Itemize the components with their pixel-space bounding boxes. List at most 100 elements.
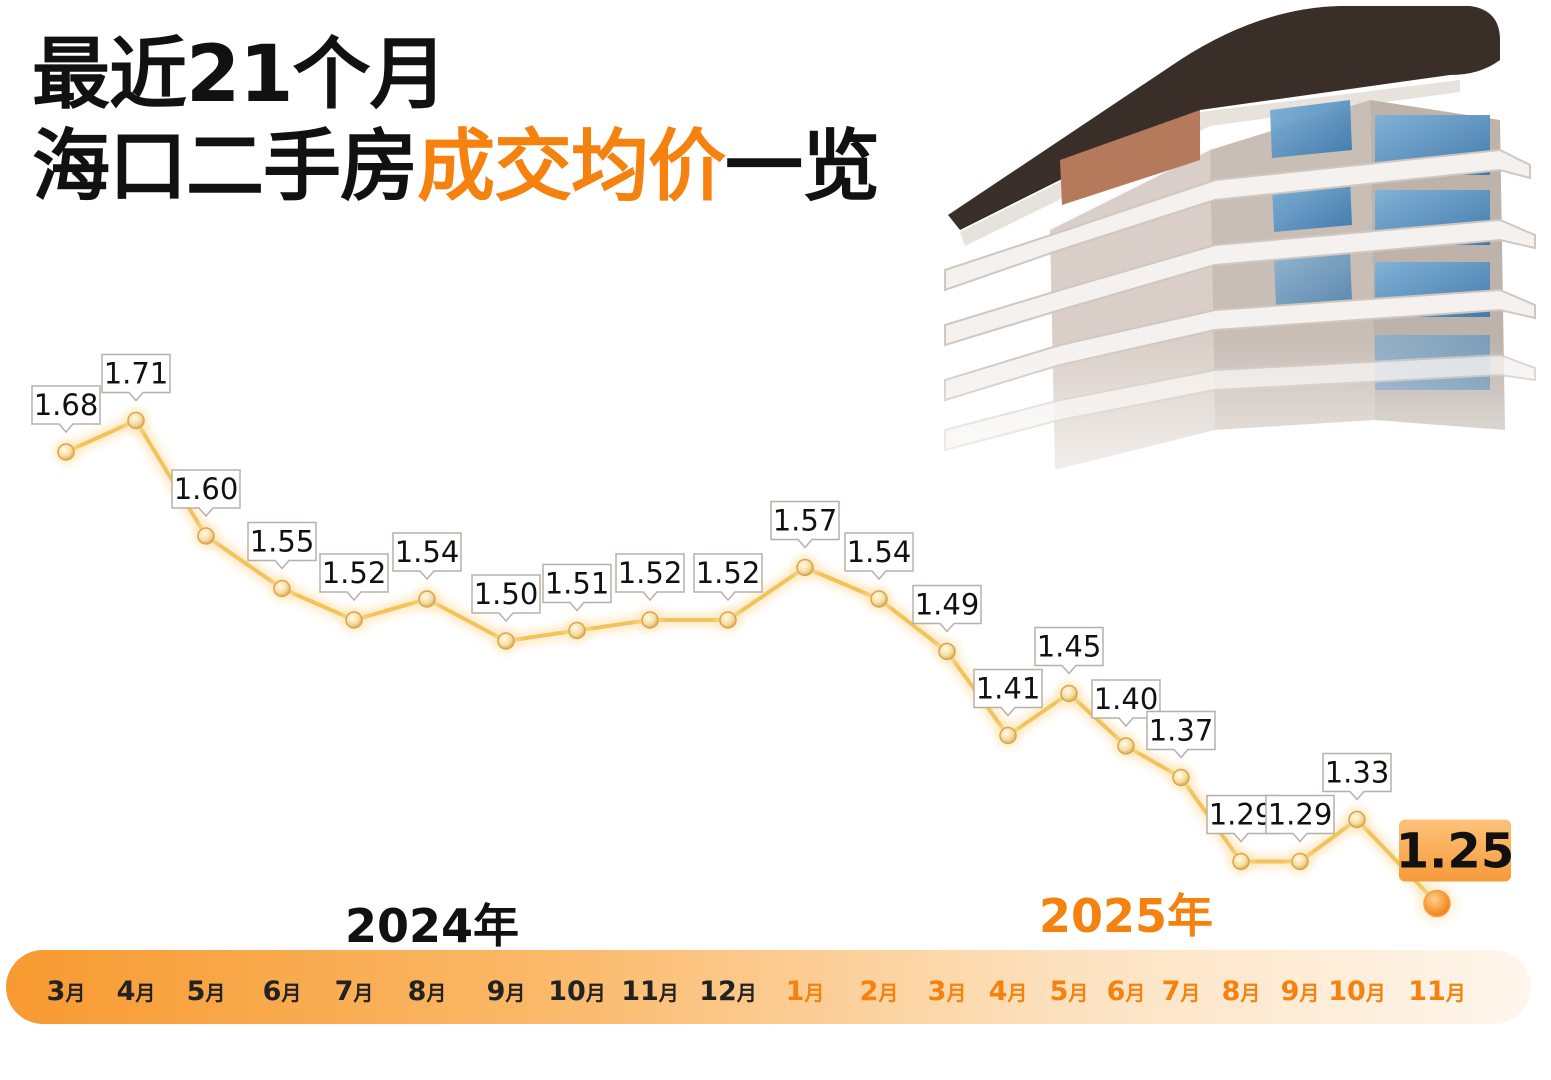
data-point <box>999 726 1017 745</box>
month-tick-label: 4月 <box>117 976 156 1007</box>
data-label-box <box>171 469 241 518</box>
data-point <box>1117 737 1135 755</box>
data-label-text: 1.52 <box>696 556 761 590</box>
data-label-box <box>542 563 612 612</box>
month-tick-label: 9月 <box>487 976 526 1007</box>
data-label-text: 1.49 <box>915 588 980 622</box>
data-label-text: 1.52 <box>322 556 387 590</box>
data-label-box <box>973 668 1043 717</box>
data-label: 1.45 <box>1034 626 1104 675</box>
month-tick-label: 2月 <box>860 976 899 1007</box>
data-label-box <box>1034 626 1104 675</box>
data-label: 1.51 <box>542 563 612 612</box>
data-label: 1.40 <box>1091 679 1161 728</box>
data-label: 1.52 <box>319 553 389 602</box>
data-point <box>1232 852 1250 871</box>
data-label-box <box>31 385 101 434</box>
title-line1-text: 最近21个月 <box>32 30 448 120</box>
data-label-text: 1.57 <box>773 504 838 538</box>
data-label-box <box>844 532 914 581</box>
month-tick-label: 11月 <box>621 976 679 1007</box>
data-point <box>568 621 586 640</box>
data-label: 1.25 <box>1396 819 1514 882</box>
data-label-text: 1.40 <box>1094 682 1159 716</box>
data-point <box>1172 768 1190 787</box>
data-point <box>938 642 956 661</box>
data-point <box>418 590 436 608</box>
data-point <box>57 443 75 461</box>
data-label-text: 1.52 <box>618 556 683 590</box>
data-labels-layer: 1.681.711.601.551.521.541.50 1.51 1.52 1.52… <box>31 353 1514 882</box>
data-label-text: 1.51 <box>545 567 610 601</box>
data-label-text: 1.29 <box>1209 798 1274 832</box>
data-point <box>273 579 291 598</box>
month-tick-label: 10月 <box>1328 976 1386 1007</box>
data-point <box>1060 684 1078 703</box>
month-tick-label: 3月 <box>928 976 967 1007</box>
data-label-text: 1.55 <box>250 525 315 559</box>
data-point <box>197 527 215 545</box>
data-label: 1.29 <box>1265 794 1335 843</box>
title-line2-suffix: 一览 <box>725 122 880 212</box>
data-label-text: 1.50 <box>474 577 539 611</box>
data-point <box>345 611 363 629</box>
data-label-text: 1.68 <box>34 388 99 422</box>
data-label-box <box>693 553 763 602</box>
data-point <box>127 411 145 430</box>
data-point <box>796 558 814 577</box>
data-label: 1.41 <box>973 668 1043 717</box>
data-label-box <box>1265 794 1335 843</box>
data-label-text: 1.29 <box>1268 798 1333 832</box>
data-label-box <box>471 574 541 623</box>
data-label: 1.50 <box>471 574 541 623</box>
data-label-box <box>1322 752 1392 801</box>
data-label: 1.68 <box>31 385 101 434</box>
month-tick-label: 5月 <box>1050 976 1089 1007</box>
title-line2-accent: 成交均价 <box>417 122 726 212</box>
data-label-box <box>1091 679 1161 728</box>
page-title-line-1: 最近21个月 <box>32 36 448 114</box>
month-tick-label: 9月 <box>1281 976 1320 1007</box>
data-label: 1.49 <box>912 584 982 633</box>
month-tick-label: 8月 <box>1222 976 1261 1007</box>
series-points-layer <box>48 402 1463 930</box>
data-label: 1.55 <box>247 521 317 570</box>
month-axis-bar <box>6 950 1531 1024</box>
building-icon <box>930 6 1551 540</box>
title-line2-prefix: 海口二手房 <box>32 122 418 212</box>
data-label-text: 1.25 <box>1396 824 1514 880</box>
data-label: 1.37 <box>1146 710 1216 759</box>
month-tick-label: 4月 <box>989 976 1028 1007</box>
data-label-box <box>1399 819 1511 882</box>
data-point <box>641 611 659 629</box>
year-label-2025: 2025年 <box>1039 889 1213 943</box>
data-label-box <box>912 584 982 633</box>
data-point <box>1348 810 1366 829</box>
data-label-text: 1.54 <box>395 535 460 569</box>
data-point <box>719 611 737 629</box>
page-title-line-2: 海口二手房成交均价一览 <box>32 128 880 206</box>
data-label: 1.33 <box>1322 752 1392 801</box>
data-label: 1.29 <box>1206 794 1276 843</box>
month-tick-label: 10月 <box>548 976 606 1007</box>
data-label-text: 1.60 <box>174 472 239 506</box>
data-label-box <box>319 553 389 602</box>
data-point <box>497 632 515 650</box>
month-ticks-layer: 3月 4月 5月 6月 7月 8月 9月 10月 11月 12月 1月 2月 3月 4月 5月 6月 7月 8月 9… <box>47 976 1466 1007</box>
year-label-2024: 2024年 <box>345 899 519 953</box>
data-label-box <box>247 521 317 570</box>
data-label-text: 1.54 <box>847 535 912 569</box>
month-tick-label: 7月 <box>335 976 374 1007</box>
data-label: 1.52 <box>693 553 763 602</box>
month-tick-label: 11月 <box>1408 976 1466 1007</box>
month-tick-label: 6月 <box>1107 976 1146 1007</box>
month-tick-label: 1月 <box>786 976 825 1007</box>
data-label: 1.57 <box>770 500 840 549</box>
data-label-text: 1.45 <box>1037 630 1102 664</box>
data-label-box <box>770 500 840 549</box>
data-label-text: 1.33 <box>1325 756 1390 790</box>
data-point <box>870 590 888 608</box>
data-label: 1.54 <box>392 532 462 581</box>
month-tick-label: 6月 <box>263 976 302 1007</box>
